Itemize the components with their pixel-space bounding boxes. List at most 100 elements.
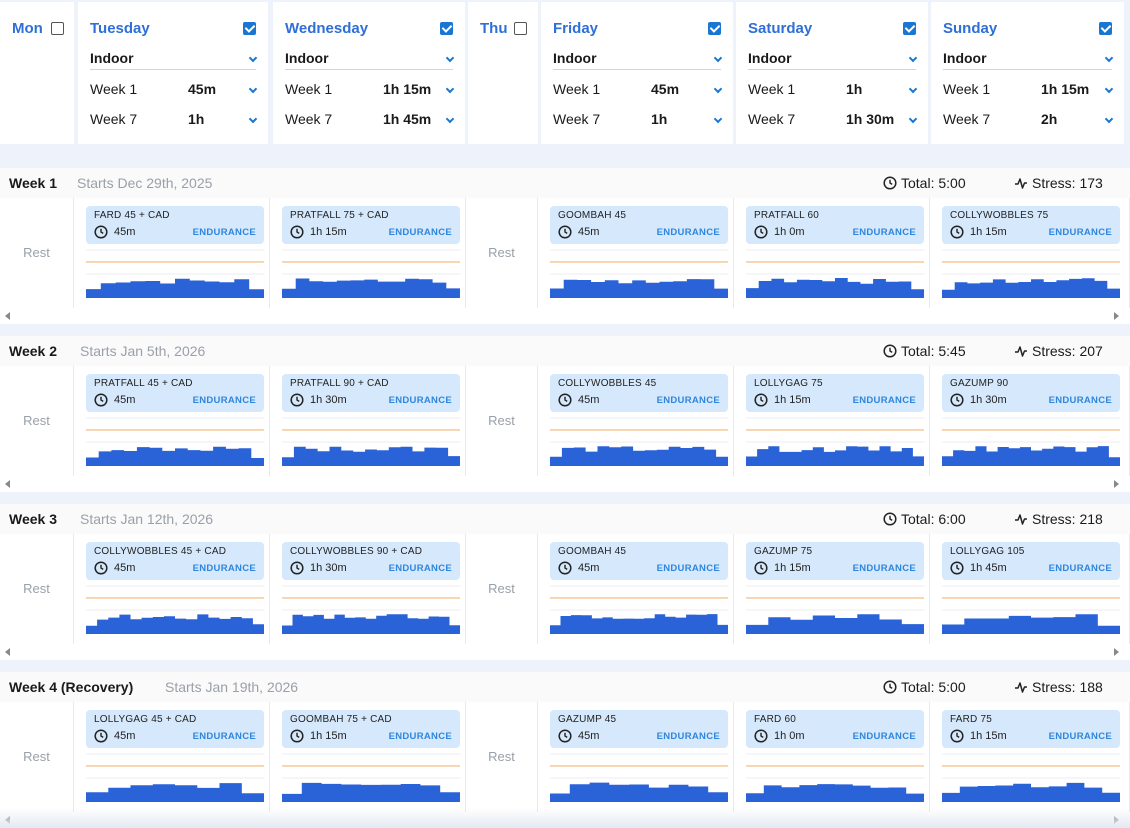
workout-profile-chart: [550, 753, 728, 802]
day-settings-header: Mon Tuesday Indoor Week 1 45m Week 7 1h We…: [0, 2, 1130, 144]
workout-duration: 45m: [114, 562, 136, 574]
workout-card[interactable]: PRATFALL 90 + CAD 1h 30m ENDURANCE: [270, 366, 466, 476]
day-checkbox[interactable]: [708, 22, 721, 35]
workout-duration: 45m: [578, 562, 600, 574]
horizontal-scrollbar[interactable]: [0, 308, 1130, 324]
workout-profile-chart: [942, 249, 1120, 298]
horizontal-scrollbar[interactable]: [0, 476, 1130, 492]
workout-card-header: GAZUMP 45 45m ENDURANCE: [550, 710, 728, 748]
workout-type-select[interactable]: Indoor: [943, 50, 1114, 70]
week-title: Week 2: [9, 343, 57, 359]
day-column-wednesday: Wednesday Indoor Week 1 1h 15m Week 7 1h 4…: [273, 2, 465, 144]
workout-duration: 45m: [578, 226, 600, 238]
workout-card[interactable]: PRATFALL 75 + CAD 1h 15m ENDURANCE: [270, 198, 466, 308]
workout-profile-chart: [550, 585, 728, 634]
week-header: Week 1 Starts Dec 29th, 2025 Total: 5:00 St…: [0, 168, 1130, 198]
workout-card[interactable]: GOOMBAH 75 + CAD 1h 15m ENDURANCE: [270, 702, 466, 812]
workout-type-select[interactable]: Indoor: [748, 50, 918, 70]
workout-card[interactable]: LOLLYGAG 75 1h 15m ENDURANCE: [734, 366, 930, 476]
workout-duration: 1h 30m: [970, 394, 1007, 406]
workout-card[interactable]: FARD 45 + CAD 45m ENDURANCE: [74, 198, 270, 308]
workout-name: COLLYWOBBLES 90 + CAD: [290, 546, 423, 557]
scroll-left-icon[interactable]: [5, 480, 10, 488]
workout-card[interactable]: FARD 75 1h 15m ENDURANCE: [930, 702, 1130, 812]
workout-card[interactable]: GAZUMP 90 1h 30m ENDURANCE: [930, 366, 1130, 476]
workout-profile-chart: [746, 249, 924, 298]
week-duration-select[interactable]: Week 7 1h: [553, 111, 723, 131]
workout-name: FARD 45 + CAD: [94, 210, 170, 221]
workout-profile-chart: [282, 417, 460, 466]
scroll-left-icon[interactable]: [5, 312, 10, 320]
day-checkbox[interactable]: [514, 22, 527, 35]
workout-type-tag: ENDURANCE: [388, 395, 452, 406]
workout-card[interactable]: GOOMBAH 45 45m ENDURANCE: [538, 534, 734, 644]
week-days: Rest PRATFALL 45 + CAD 45m ENDURANCE PRATFAL…: [0, 366, 1130, 476]
scroll-left-icon[interactable]: [5, 648, 10, 656]
week-header: Week 4 (Recovery) Starts Jan 19th, 2026 To…: [0, 672, 1130, 702]
clock-icon: [883, 680, 897, 694]
workout-type-select[interactable]: Indoor: [90, 50, 258, 70]
day-checkbox[interactable]: [440, 22, 453, 35]
day-checkbox[interactable]: [1099, 22, 1112, 35]
workout-type-select[interactable]: Indoor: [285, 50, 455, 70]
scroll-right-icon[interactable]: [1114, 480, 1119, 488]
workout-type-tag: ENDURANCE: [852, 563, 916, 574]
horizontal-scrollbar[interactable]: [0, 644, 1130, 660]
workout-name: PRATFALL 60: [754, 210, 820, 221]
workout-duration: 45m: [578, 730, 600, 742]
day-name: Tuesday: [90, 20, 150, 37]
week-total: Total: 5:00: [883, 175, 966, 191]
workout-type-tag: ENDURANCE: [656, 395, 720, 406]
week-header: Week 3 Starts Jan 12th, 2026 Total: 6:00 St…: [0, 504, 1130, 534]
workout-type-tag: ENDURANCE: [388, 731, 452, 742]
day-checkbox[interactable]: [243, 22, 256, 35]
workout-card-header: COLLYWOBBLES 90 + CAD 1h 30m ENDURANCE: [282, 542, 460, 580]
workout-profile-chart: [86, 753, 264, 802]
workout-card[interactable]: GOOMBAH 45 45m ENDURANCE: [538, 198, 734, 308]
week-duration-select[interactable]: Week 1 1h: [748, 81, 918, 101]
workout-name: GOOMBAH 75 + CAD: [290, 714, 392, 725]
week-days: Rest COLLYWOBBLES 45 + CAD 45m ENDURANCE COL…: [0, 534, 1130, 644]
workout-name: GAZUMP 45: [558, 714, 617, 725]
workout-card-header: FARD 45 + CAD 45m ENDURANCE: [86, 206, 264, 244]
week-duration-select[interactable]: Week 7 1h: [90, 111, 258, 131]
week-duration-select[interactable]: Week 1 45m: [553, 81, 723, 101]
week-duration-select[interactable]: Week 1 45m: [90, 81, 258, 101]
workout-type-tag: ENDURANCE: [388, 563, 452, 574]
workout-card[interactable]: LOLLYGAG 45 + CAD 45m ENDURANCE: [74, 702, 270, 812]
week-duration-select[interactable]: Week 7 2h: [943, 111, 1114, 131]
day-checkbox[interactable]: [51, 22, 64, 35]
week-duration-select[interactable]: Week 1 1h 15m: [943, 81, 1114, 101]
workout-profile-chart: [746, 417, 924, 466]
workout-card[interactable]: PRATFALL 60 1h 0m ENDURANCE: [734, 198, 930, 308]
week-duration-select[interactable]: Week 7 1h 30m: [748, 111, 918, 131]
day-name: Wednesday: [285, 20, 369, 37]
chevron-down-icon: [248, 84, 258, 94]
workout-card-header: COLLYWOBBLES 45 45m ENDURANCE: [550, 374, 728, 412]
workout-duration: 1h 45m: [970, 562, 1007, 574]
day-checkbox[interactable]: [903, 22, 916, 35]
workout-card[interactable]: GAZUMP 45 45m ENDURANCE: [538, 702, 734, 812]
workout-card[interactable]: LOLLYGAG 105 1h 45m ENDURANCE: [930, 534, 1130, 644]
week-duration-select[interactable]: Week 7 1h 45m: [285, 111, 455, 131]
scroll-right-icon[interactable]: [1114, 648, 1119, 656]
workout-card-header: GOOMBAH 75 + CAD 1h 15m ENDURANCE: [282, 710, 460, 748]
workout-card[interactable]: COLLYWOBBLES 45 + CAD 45m ENDURANCE: [74, 534, 270, 644]
workout-card[interactable]: PRATFALL 45 + CAD 45m ENDURANCE: [74, 366, 270, 476]
workout-card[interactable]: COLLYWOBBLES 90 + CAD 1h 30m ENDURANCE: [270, 534, 466, 644]
workout-type-tag: ENDURANCE: [192, 731, 256, 742]
workout-card-header: PRATFALL 90 + CAD 1h 30m ENDURANCE: [282, 374, 460, 412]
week-duration-select[interactable]: Week 1 1h 15m: [285, 81, 455, 101]
workout-type-select[interactable]: Indoor: [553, 50, 723, 70]
week-section: Week 1 Starts Dec 29th, 2025 Total: 5:00 St…: [0, 168, 1130, 324]
workout-type-tag: ENDURANCE: [192, 395, 256, 406]
workout-card[interactable]: FARD 60 1h 0m ENDURANCE: [734, 702, 930, 812]
workout-card[interactable]: COLLYWOBBLES 75 1h 15m ENDURANCE: [930, 198, 1130, 308]
workout-type-tag: ENDURANCE: [656, 227, 720, 238]
workout-card[interactable]: COLLYWOBBLES 45 45m ENDURANCE: [538, 366, 734, 476]
day-name: Sunday: [943, 20, 998, 37]
workout-card[interactable]: GAZUMP 75 1h 15m ENDURANCE: [734, 534, 930, 644]
workout-card-header: PRATFALL 45 + CAD 45m ENDURANCE: [86, 374, 264, 412]
rest-day: Rest: [466, 198, 538, 308]
scroll-right-icon[interactable]: [1114, 312, 1119, 320]
